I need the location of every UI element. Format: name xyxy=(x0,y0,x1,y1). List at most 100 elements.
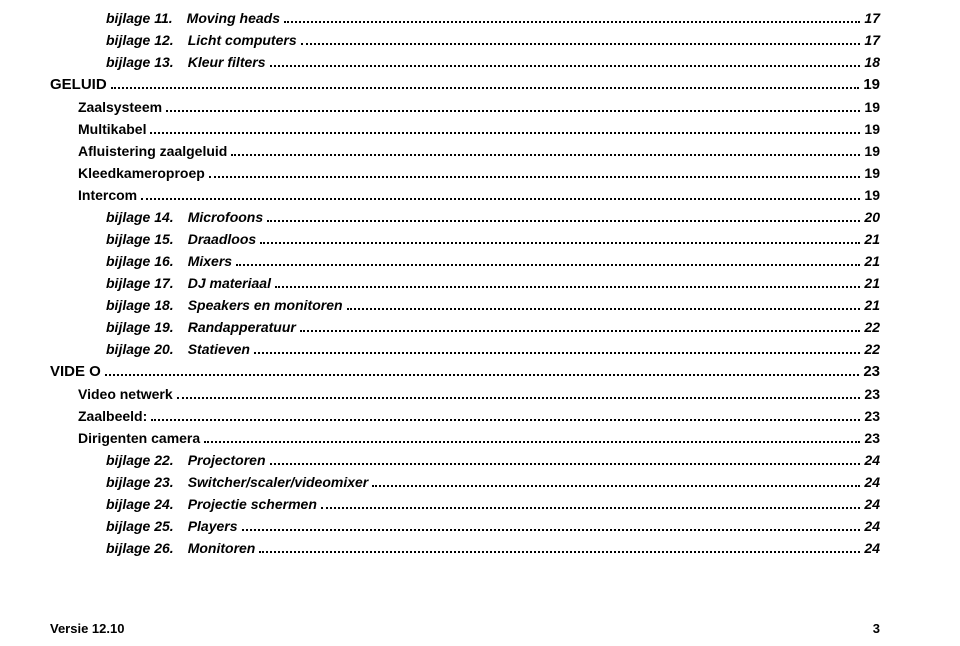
toc-title: Kleedkameroproep xyxy=(78,165,205,181)
toc-page: 23 xyxy=(863,363,880,380)
page-footer: Versie 12.10 3 xyxy=(50,621,880,636)
toc-label: Intercom xyxy=(78,187,137,203)
toc-page: 24 xyxy=(864,474,880,490)
toc-entry: bijlage 20.Statieven22 xyxy=(106,341,880,357)
dot-leader xyxy=(372,485,860,487)
dot-leader xyxy=(301,43,861,45)
dot-leader xyxy=(267,220,860,222)
toc-title: Mixers xyxy=(188,253,232,269)
toc-title: VIDE O xyxy=(50,363,101,380)
toc-title: Microfoons xyxy=(188,209,263,225)
toc-title: Projectie schermen xyxy=(188,496,317,512)
toc-entry: Kleedkameroproep 19 xyxy=(78,165,880,181)
toc-page: 17 xyxy=(864,10,880,26)
toc-entry: bijlage 12.Licht computers 17 xyxy=(106,32,880,48)
toc-bijlage-number: bijlage 14. xyxy=(106,209,174,225)
footer-page-number: 3 xyxy=(873,621,880,636)
toc-title: Multikabel xyxy=(78,121,146,137)
toc-page: 24 xyxy=(864,540,880,556)
toc-entry: Video netwerk23 xyxy=(78,386,880,402)
toc-title: Moving heads xyxy=(187,10,280,26)
dot-leader xyxy=(275,286,860,288)
toc-label: GELUID xyxy=(50,76,107,93)
toc-entry: GELUID19 xyxy=(50,76,880,93)
toc-bijlage-number: bijlage 17. xyxy=(106,275,174,291)
toc-entry: bijlage 23. Switcher/scaler/videomixer 24 xyxy=(106,474,880,490)
toc-label: bijlage 16. Mixers xyxy=(106,253,232,269)
toc-page: 23 xyxy=(864,386,880,402)
toc-entry: Intercom 19 xyxy=(78,187,880,203)
toc-page: 21 xyxy=(864,231,880,247)
toc-label: Kleedkameroproep xyxy=(78,165,205,181)
toc-title: Zaalbeeld: xyxy=(78,408,147,424)
toc-bijlage-number: bijlage 22. xyxy=(106,452,174,468)
toc-page: 23 xyxy=(864,430,880,446)
toc-label: bijlage 23. Switcher/scaler/videomixer xyxy=(106,474,368,490)
toc-label: bijlage 22. Projectoren xyxy=(106,452,266,468)
dot-leader xyxy=(166,110,860,112)
dot-leader xyxy=(141,198,860,200)
toc-title: Draadloos xyxy=(188,231,256,247)
toc-bijlage-number: bijlage 18. xyxy=(106,297,174,313)
toc-label: bijlage 20.Statieven xyxy=(106,341,250,357)
toc-entry: Zaalbeeld:23 xyxy=(78,408,880,424)
toc-bijlage-number: bijlage 24. xyxy=(106,496,174,512)
toc-title: Intercom xyxy=(78,187,137,203)
toc-bijlage-number: bijlage 16. xyxy=(106,253,174,269)
toc-title: Players xyxy=(188,518,238,534)
toc-entry: bijlage 18.Speakers en monitoren21 xyxy=(106,297,880,313)
toc-label: bijlage 17. DJ materiaal xyxy=(106,275,271,291)
dot-leader xyxy=(270,65,861,67)
toc-title: Licht computers xyxy=(188,32,297,48)
dot-leader xyxy=(260,242,860,244)
toc-title: Switcher/scaler/videomixer xyxy=(188,474,369,490)
toc-entry: bijlage 16. Mixers 21 xyxy=(106,253,880,269)
toc-bijlage-number: bijlage 23. xyxy=(106,474,174,490)
toc-title: DJ materiaal xyxy=(188,275,271,291)
toc-entry: bijlage 19.Randapperatuur22 xyxy=(106,319,880,335)
dot-leader xyxy=(111,87,860,89)
toc-label: bijlage 24. Projectie schermen xyxy=(106,496,317,512)
toc-entry: bijlage 11.Moving heads 17 xyxy=(106,10,880,26)
toc-title: Dirigenten camera xyxy=(78,430,200,446)
toc-page: 17 xyxy=(864,32,880,48)
toc-page: 19 xyxy=(864,143,880,159)
toc-entry: Afluistering zaalgeluid 19 xyxy=(78,143,880,159)
toc-bijlage-number: bijlage 15. xyxy=(106,231,174,247)
toc-label: VIDE O xyxy=(50,363,101,380)
toc-label: bijlage 12.Licht computers xyxy=(106,32,297,48)
toc-entry: bijlage 26.Monitoren 24 xyxy=(106,540,880,556)
toc-label: bijlage 11.Moving heads xyxy=(106,10,280,26)
dot-leader xyxy=(204,441,860,443)
toc-entry: bijlage 24.Projectie schermen24 xyxy=(106,496,880,512)
toc-page: 19 xyxy=(864,187,880,203)
toc-label: Zaalsysteem xyxy=(78,99,162,115)
toc-entry: bijlage 17. DJ materiaal 21 xyxy=(106,275,880,291)
toc-title: Afluistering zaalgeluid xyxy=(78,143,227,159)
toc-entry: Multikabel 19 xyxy=(78,121,880,137)
toc-title: GELUID xyxy=(50,76,107,93)
dot-leader xyxy=(270,463,861,465)
dot-leader xyxy=(321,507,861,509)
toc-title: Projectoren xyxy=(188,452,266,468)
toc-page: 24 xyxy=(864,452,880,468)
toc-label: Dirigenten camera xyxy=(78,430,200,446)
toc-title: Zaalsysteem xyxy=(78,99,162,115)
toc-page: 21 xyxy=(864,275,880,291)
toc-entry: VIDE O 23 xyxy=(50,363,880,380)
dot-leader xyxy=(231,154,860,156)
toc-page: 22 xyxy=(864,319,880,335)
toc-label: Multikabel xyxy=(78,121,146,137)
dot-leader xyxy=(150,132,860,134)
toc-label: bijlage 26.Monitoren xyxy=(106,540,255,556)
toc-page: 19 xyxy=(864,121,880,137)
dot-leader xyxy=(259,551,860,553)
toc-entry: bijlage 14.Microfoons20 xyxy=(106,209,880,225)
toc-title: Monitoren xyxy=(188,540,256,556)
toc-page: 19 xyxy=(864,165,880,181)
dot-leader xyxy=(177,397,861,399)
toc-entry: bijlage 15. Draadloos 21 xyxy=(106,231,880,247)
toc-entry: Zaalsysteem19 xyxy=(78,99,880,115)
toc-bijlage-number: bijlage 25. xyxy=(106,518,174,534)
toc-page: 21 xyxy=(864,253,880,269)
